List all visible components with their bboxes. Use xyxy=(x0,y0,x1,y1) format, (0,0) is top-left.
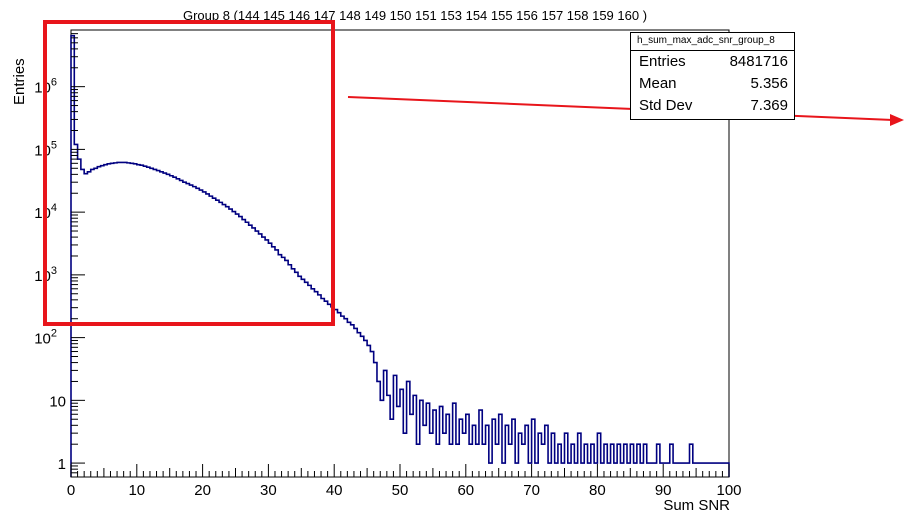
x-tick-label: 0 xyxy=(67,482,75,499)
annotation-arrow-head xyxy=(890,114,904,126)
x-tick-label: 100 xyxy=(716,482,741,499)
y-tick-label: 1 xyxy=(58,456,66,473)
annotation-arrow-line xyxy=(347,96,894,121)
x-axis-label: Sum SNR xyxy=(663,497,730,514)
x-tick-label: 70 xyxy=(523,482,540,499)
y-tick-label: 10 xyxy=(49,393,66,410)
stats-label: Std Dev xyxy=(639,97,693,114)
y-tick-label: 102 xyxy=(34,328,57,348)
stats-row-entries: Entries 8481716 xyxy=(631,51,794,73)
x-tick-label: 50 xyxy=(392,482,409,499)
stats-row-mean: Mean 5.356 xyxy=(631,73,794,95)
stats-row-stddev: Std Dev 7.369 xyxy=(631,95,794,117)
stats-label: Mean xyxy=(639,75,677,92)
x-tick-label: 60 xyxy=(457,482,474,499)
chart-title: Group 8 (144 145 146 147 148 149 150 151… xyxy=(182,8,648,23)
x-tick-label: 40 xyxy=(326,482,343,499)
stats-box-name: h_sum_max_adc_snr_group_8 xyxy=(631,33,794,51)
x-tick-label: 20 xyxy=(194,482,211,499)
histogram-series xyxy=(70,34,730,477)
highlight-box xyxy=(43,20,335,326)
x-tick-label: 90 xyxy=(655,482,672,499)
stats-value: 7.369 xyxy=(750,97,788,114)
stats-box: h_sum_max_adc_snr_group_8 Entries 848171… xyxy=(630,32,795,120)
x-tick-label: 80 xyxy=(589,482,606,499)
stats-value: 5.356 xyxy=(750,75,788,92)
stats-value: 8481716 xyxy=(729,53,788,70)
stats-label: Entries xyxy=(639,53,686,70)
x-tick-label: 10 xyxy=(128,482,145,499)
y-axis-label: Entries xyxy=(11,58,28,105)
x-tick-label: 30 xyxy=(260,482,277,499)
